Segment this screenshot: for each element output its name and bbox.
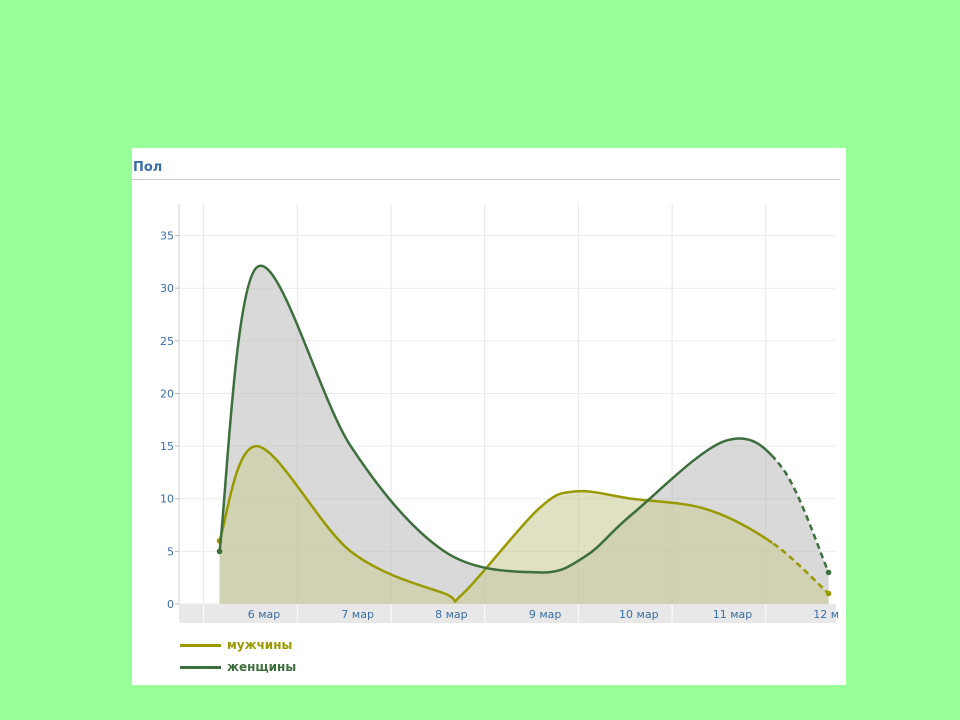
y-tick-label: 25: [160, 335, 174, 348]
title-divider: [132, 179, 840, 180]
x-tick-label: 6 мар: [248, 608, 281, 621]
legend-label-women: женщины: [227, 660, 297, 674]
legend-item-women[interactable]: женщины: [180, 660, 296, 674]
chart-panel: Пол 6 мар 7 мар 8 мар 9 мар 10 мар 11 мар 12 м…: [132, 148, 846, 685]
legend-label-men: мужчины: [227, 638, 293, 652]
y-tick-label: 10: [160, 493, 174, 506]
x-tick-label: 10 мар: [619, 608, 659, 621]
x-tick-label: 11 мар: [713, 608, 753, 621]
y-tick-label: 15: [160, 440, 174, 453]
y-tick-label: 5: [167, 545, 174, 558]
series-line: [218, 264, 773, 574]
x-tick-label: 7 мар: [341, 608, 374, 621]
series-point: [825, 569, 832, 576]
x-tick-label: 12 м: [813, 608, 839, 621]
panel-title: Пол: [133, 160, 163, 175]
x-tick-label: 8 мар: [435, 608, 468, 621]
series-point: [825, 590, 832, 597]
series-line: [218, 444, 773, 603]
legend-item-men[interactable]: мужчины: [180, 638, 292, 652]
y-tick-label: 30: [160, 282, 174, 295]
series-point: [216, 548, 223, 555]
legend-swatch-women: [180, 665, 221, 669]
y-tick-label: 20: [160, 387, 174, 400]
legend-swatch-men: [180, 643, 221, 647]
gender-area-chart: 6 мар 7 мар 8 мар 9 мар 10 мар 11 мар 12 м 0 5 10…: [160, 204, 839, 623]
y-tick-label: 0: [167, 598, 174, 611]
y-tick-label: 35: [160, 230, 174, 243]
x-tick-label: 9 мар: [529, 608, 562, 621]
